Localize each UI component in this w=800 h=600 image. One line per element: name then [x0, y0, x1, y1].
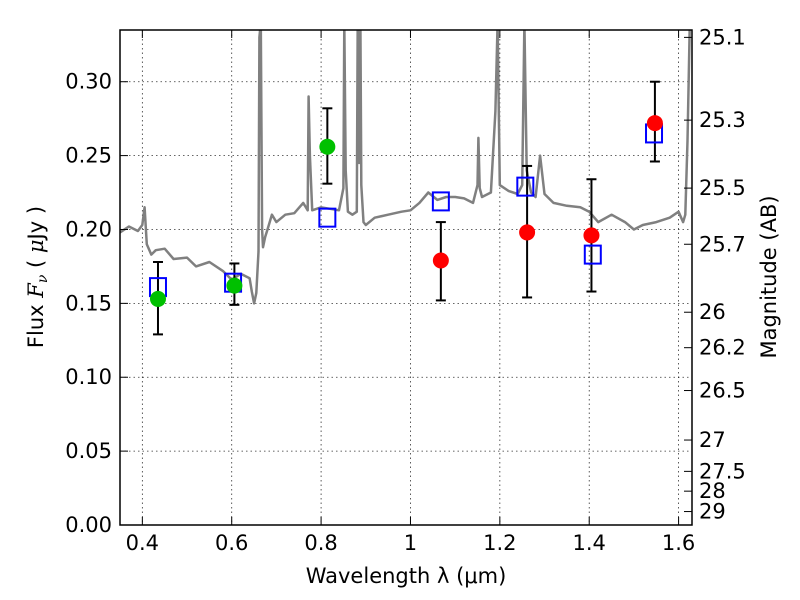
x-tick-label: 0.8 [304, 531, 337, 555]
observed-point [319, 138, 336, 155]
x-tick-label: 1.4 [573, 531, 606, 555]
y-axis-right-title-text: Magnitude (AB) [757, 195, 781, 358]
right-tick-label: 25.5 [699, 176, 746, 200]
right-tick-label: 26.2 [699, 336, 746, 360]
x-tick-label: 1.6 [662, 531, 695, 555]
right-tick-label: 26.5 [699, 379, 746, 403]
y-tick-label: 0.25 [65, 144, 112, 168]
y-tick-label: 0.15 [65, 291, 112, 315]
y-tick-label: 0.20 [65, 217, 112, 241]
observed-point [583, 227, 600, 244]
right-tick-label: 25.1 [699, 25, 746, 49]
spectrum-layer [120, 30, 691, 305]
model-photometry-square [516, 176, 535, 197]
y-axis-right-title: Magnitude (AB) [757, 195, 781, 358]
observed-point [226, 277, 243, 294]
y-tick-label: 0.00 [65, 513, 112, 537]
gridlines [120, 30, 692, 526]
x-tick-label: 1 [404, 531, 417, 555]
plot-frame [119, 29, 693, 526]
y-tick-label: 0.30 [65, 70, 112, 94]
right-tick-label: 29 [699, 500, 726, 524]
x-tick-label: 0.6 [215, 531, 248, 555]
x-axis-title-text: Wavelength λ (μm) [306, 564, 507, 588]
y-tick-label: 0.05 [65, 439, 112, 463]
observed-point [432, 252, 449, 269]
right-tick-label: 27 [699, 428, 726, 452]
model-photometry-square [431, 191, 450, 212]
tick-layer: 0.4 0.6 0.8 1 1.2 1.4 1.6 0.00 0.05 0.10 0.15 0.20 0… [65, 25, 746, 555]
observed-point [646, 115, 663, 132]
observed-point [519, 224, 536, 241]
right-tick-label: 25.3 [699, 108, 746, 132]
marker-layer [148, 115, 664, 307]
right-tick-label: 27.5 [699, 459, 746, 483]
observed-point [149, 290, 166, 307]
y-axis-title: Flux Fν ( μJy ) [24, 206, 51, 348]
y-tick-label: 0.10 [65, 365, 112, 389]
x-tick-label: 1.2 [483, 531, 516, 555]
model-photometry-square [583, 244, 602, 265]
x-axis-title: Wavelength λ (μm) [306, 564, 507, 588]
model-photometry-square [318, 207, 337, 228]
right-tick-label: 26 [699, 300, 726, 324]
x-tick-label: 0.4 [126, 531, 159, 555]
spectrum-line [120, 30, 691, 305]
right-tick-label: 28 [699, 479, 726, 503]
right-tick-label: 25.7 [699, 232, 746, 256]
